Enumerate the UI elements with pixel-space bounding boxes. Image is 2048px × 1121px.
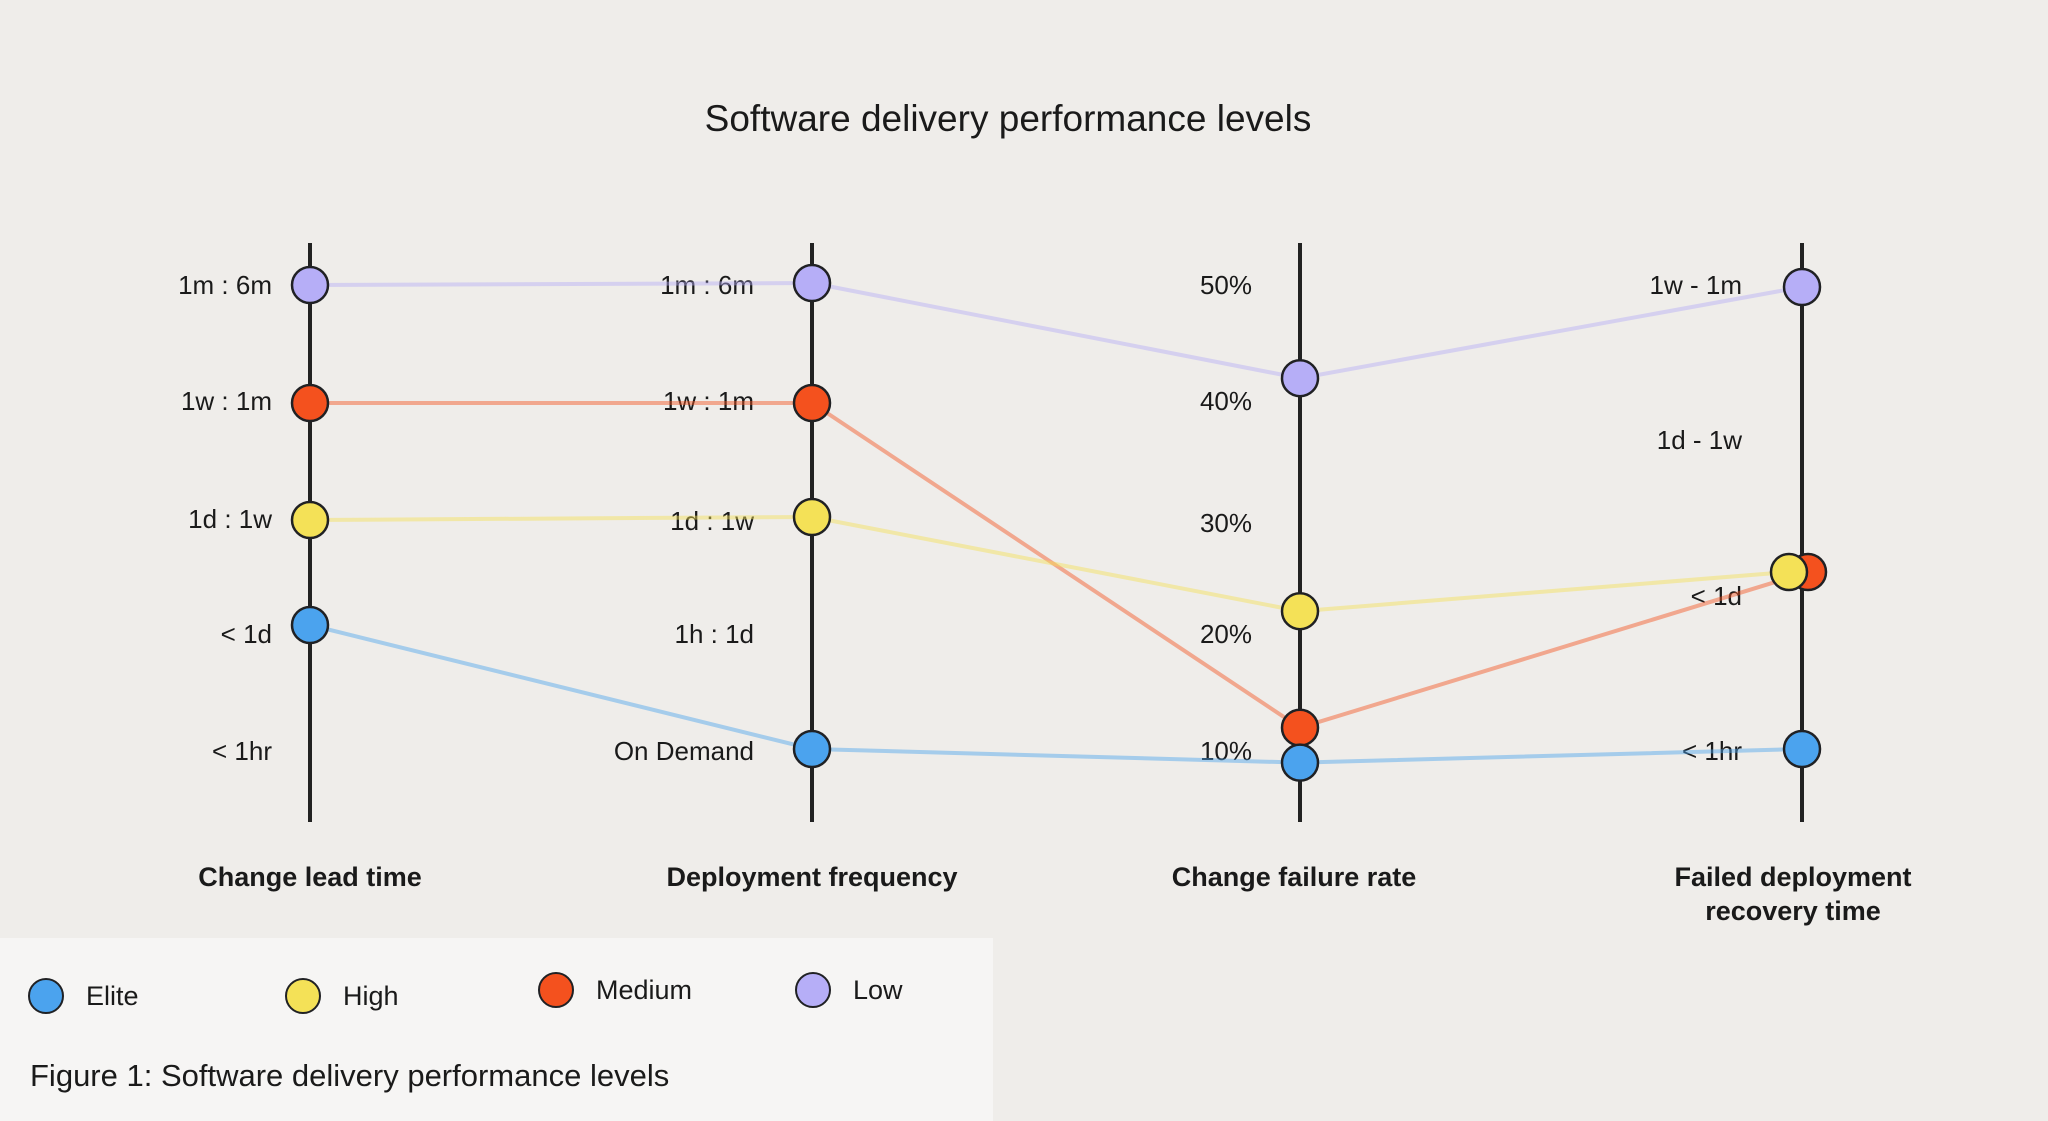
tick-label: < 1d: [1691, 581, 1742, 611]
legend-label-medium: Medium: [596, 974, 693, 1005]
tick-label: 40%: [1200, 386, 1252, 416]
legend-swatch-low: [795, 972, 831, 1008]
tick-label: 1h : 1d: [674, 619, 754, 649]
tick-label: 1w - 1m: [1650, 270, 1742, 300]
data-point-medium: [1280, 708, 1320, 747]
data-point-high: [1769, 552, 1809, 592]
tick-label: 1w : 1m: [663, 386, 754, 416]
figure-caption: Figure 1: Software delivery performance …: [30, 1058, 670, 1093]
tick-label: 10%: [1200, 736, 1252, 766]
data-point-elite: [290, 605, 330, 645]
legend-label-high: High: [343, 980, 399, 1011]
legend-swatch-high: [285, 978, 321, 1014]
series-line-low: [309, 280, 1803, 381]
legend-item-elite: Elite: [28, 978, 139, 1014]
legend-item-medium: Medium: [538, 972, 692, 1008]
data-point-low: [1280, 358, 1320, 398]
tick-label: < 1hr: [212, 736, 272, 766]
tick-label: < 1d: [221, 619, 272, 649]
series-line-high: [309, 514, 1790, 614]
chart-title: Software delivery performance levels: [705, 98, 1312, 139]
tick-label: 1d : 1w: [670, 506, 754, 536]
data-point-elite: [792, 729, 832, 769]
series-line-medium: [310, 401, 1809, 730]
tick-label: < 1hr: [1682, 736, 1742, 766]
parallel-coordinates-chart: Software delivery performance levels 1m …: [178, 98, 1911, 926]
tick-label: 20%: [1200, 619, 1252, 649]
legend-item-high: High: [285, 978, 399, 1014]
legend-label-low: Low: [853, 974, 903, 1005]
axis-name-failed-deployment-recovery-time: recovery time: [1705, 896, 1881, 926]
legend-panel: Elite High Medium Low Figure 1: Software…: [0, 938, 993, 1121]
legend-label-elite: Elite: [86, 980, 139, 1011]
data-point-low: [792, 263, 832, 303]
data-point-elite: [1782, 729, 1822, 769]
tick-label: 1m : 6m: [660, 270, 754, 300]
axis-name-deployment-frequency: Deployment frequency: [666, 862, 957, 892]
tick-label: 1d - 1w: [1657, 425, 1742, 455]
axis-name-failed-deployment-recovery-time: Failed deployment: [1674, 862, 1911, 892]
axis-name-change-failure-rate: Change failure rate: [1172, 862, 1417, 892]
tick-label: 30%: [1200, 508, 1252, 538]
axis-name-change-lead-time: Change lead time: [198, 862, 422, 892]
legend-item-low: Low: [795, 972, 903, 1008]
data-point-high: [1280, 591, 1320, 631]
data-point-low: [1782, 267, 1822, 307]
data-point-high: [290, 500, 330, 540]
legend-swatch-medium: [538, 972, 574, 1008]
tick-label: 50%: [1200, 270, 1252, 300]
tick-label: 1m : 6m: [178, 270, 272, 300]
tick-label: 1w : 1m: [181, 386, 272, 416]
data-point-elite: [1280, 743, 1320, 782]
tick-label: 1d : 1w: [188, 504, 272, 534]
data-point-medium: [792, 383, 832, 423]
data-point-high: [792, 497, 832, 537]
tick-label: On Demand: [614, 736, 754, 766]
data-point-low: [290, 265, 330, 305]
series-line-elite: [309, 623, 1803, 765]
data-point-medium: [290, 383, 330, 423]
legend-swatch-elite: [28, 978, 64, 1014]
